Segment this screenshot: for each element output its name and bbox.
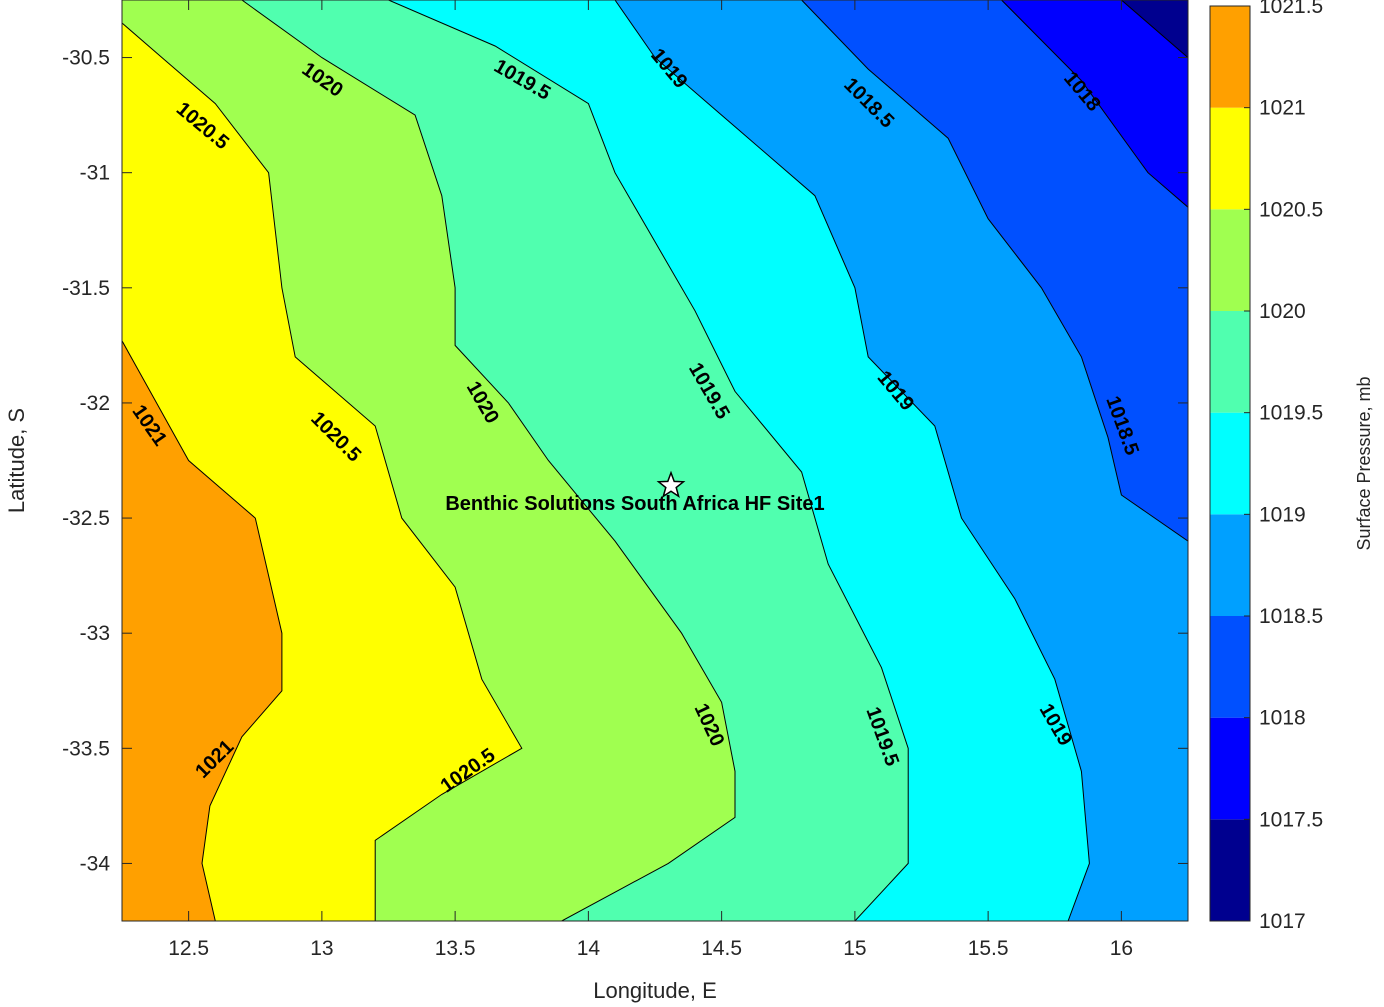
colorbar-tick-label: 1017 — [1259, 910, 1306, 933]
x-tick-label: 12.5 — [168, 937, 209, 960]
colorbar-tick-label: 1020 — [1259, 300, 1306, 323]
contour-fill-1018 — [1001, 0, 1188, 208]
colorbar-tick-label: 1018 — [1259, 707, 1306, 730]
colorbar-band — [1210, 819, 1250, 921]
site-marker-group: Benthic Solutions South Africa HF Site1 — [445, 470, 825, 515]
plot-frame — [121, 0, 1189, 922]
contour-line-1018-5 — [801, 0, 1188, 542]
colorbar-band — [1210, 412, 1250, 515]
y-tick-label: -31.5 — [62, 277, 110, 300]
contour-line-1017-5 — [1121, 0, 1188, 58]
colorbar-band — [1210, 6, 1250, 108]
y-tick-label: -30.5 — [62, 47, 110, 70]
colorbar-tick-label: 1018.5 — [1259, 605, 1323, 628]
colorbar-tick-label: 1021 — [1259, 97, 1306, 120]
colorbar-frame — [1209, 5, 1251, 922]
y-axis: -30.5 -31 -31.5 -32 -32.5 -33 -33.5 -34 — [62, 47, 1188, 875]
colorbar-band — [1210, 616, 1250, 718]
y-axis-label: Latitude, S — [4, 408, 29, 513]
contour-line-1021 — [122, 340, 283, 921]
site-name-label: Benthic Solutions South Africa HF Site1 — [445, 493, 824, 515]
x-tick-label: 14 — [577, 937, 601, 960]
x-tick-label: 13.5 — [435, 937, 476, 960]
colorbar-band — [1210, 311, 1250, 413]
contour-lines — [122, 0, 1188, 921]
contour-fill-1018-5 — [801, 0, 1188, 542]
colorbar-tick-label: 1021.5 — [1259, 0, 1323, 18]
x-axis: 12.5 13 13.5 14 14.5 15 15.5 16 — [168, 0, 1133, 960]
x-tick-label: 13 — [310, 937, 333, 960]
site-star-marker — [656, 470, 686, 499]
y-tick-label: -32 — [80, 392, 110, 415]
y-tick-label: -33.5 — [62, 737, 110, 760]
y-tick-label: -31 — [80, 162, 110, 185]
x-tick-label: 15.5 — [968, 937, 1009, 960]
contour-line-1019 — [614, 0, 1090, 921]
colorbar-tick-label: 1019 — [1259, 503, 1306, 526]
colorbar-tick-label: 1019.5 — [1259, 402, 1323, 425]
y-tick-label: -32.5 — [62, 507, 110, 530]
contour-line-1020-5 — [122, 22, 523, 921]
x-tick-label: 15 — [843, 937, 866, 960]
colorbar-band — [1210, 717, 1250, 820]
x-axis-label: Longitude, E — [593, 978, 717, 1003]
x-tick-label: 16 — [1110, 937, 1133, 960]
colorbar-tick-label: 1017.5 — [1259, 808, 1323, 831]
contour-line-1019-5 — [388, 0, 909, 921]
colorbar-band — [1210, 514, 1250, 616]
x-tick-label: 14.5 — [701, 937, 742, 960]
colorbar-label: Surface Pressure, mb — [1354, 376, 1374, 550]
colorbar-band — [1210, 209, 1250, 311]
contour-line-1020 — [241, 0, 736, 921]
y-tick-label: -34 — [80, 852, 111, 875]
contour-fills — [122, 0, 1188, 921]
contour-line-1018 — [1001, 0, 1188, 208]
y-tick-label: -33 — [80, 622, 110, 645]
colorbar-tick-label: 1020.5 — [1259, 198, 1323, 221]
colorbar: 1017 1017.5 1018 1018.5 1019 1019.5 1020 1020.5… — [1209, 0, 1323, 933]
colorbar-band — [1210, 107, 1250, 210]
